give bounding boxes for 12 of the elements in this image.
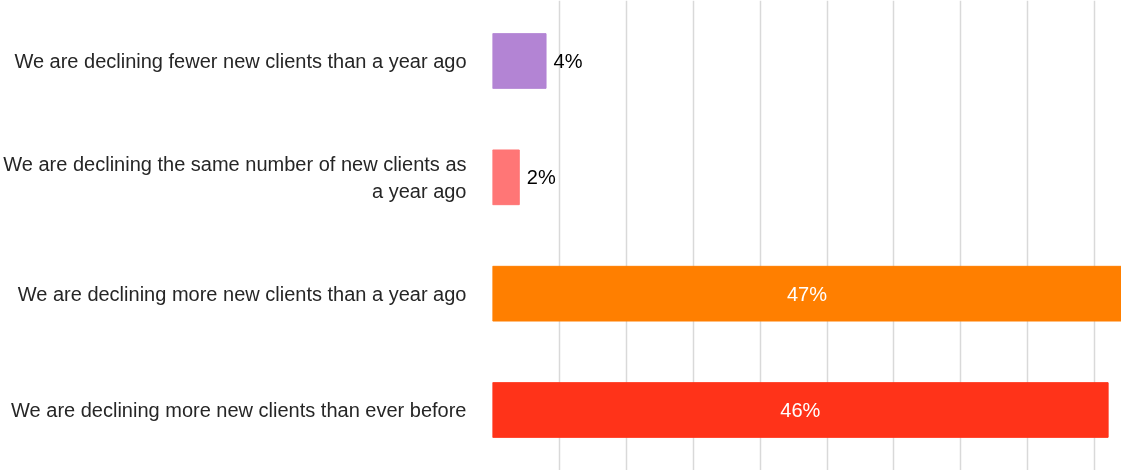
data-label: 47% xyxy=(786,282,828,305)
bar xyxy=(492,382,1109,438)
y-tick-label: We are declining more new clients than a year ago xyxy=(17,282,467,305)
bar xyxy=(492,149,520,206)
data-label: 46% xyxy=(780,399,821,421)
y-tick-label: We are declining the same number of new clients as a year ago xyxy=(3,153,467,202)
y-tick-label: We are declining fewer new clients than a year ago xyxy=(14,50,467,72)
y-tick-label: We are declining more new clients than ever before xyxy=(11,399,467,421)
bar xyxy=(492,265,1121,322)
data-label: 4% xyxy=(553,50,583,72)
data-label: 2% xyxy=(526,166,556,189)
bar xyxy=(492,33,547,89)
